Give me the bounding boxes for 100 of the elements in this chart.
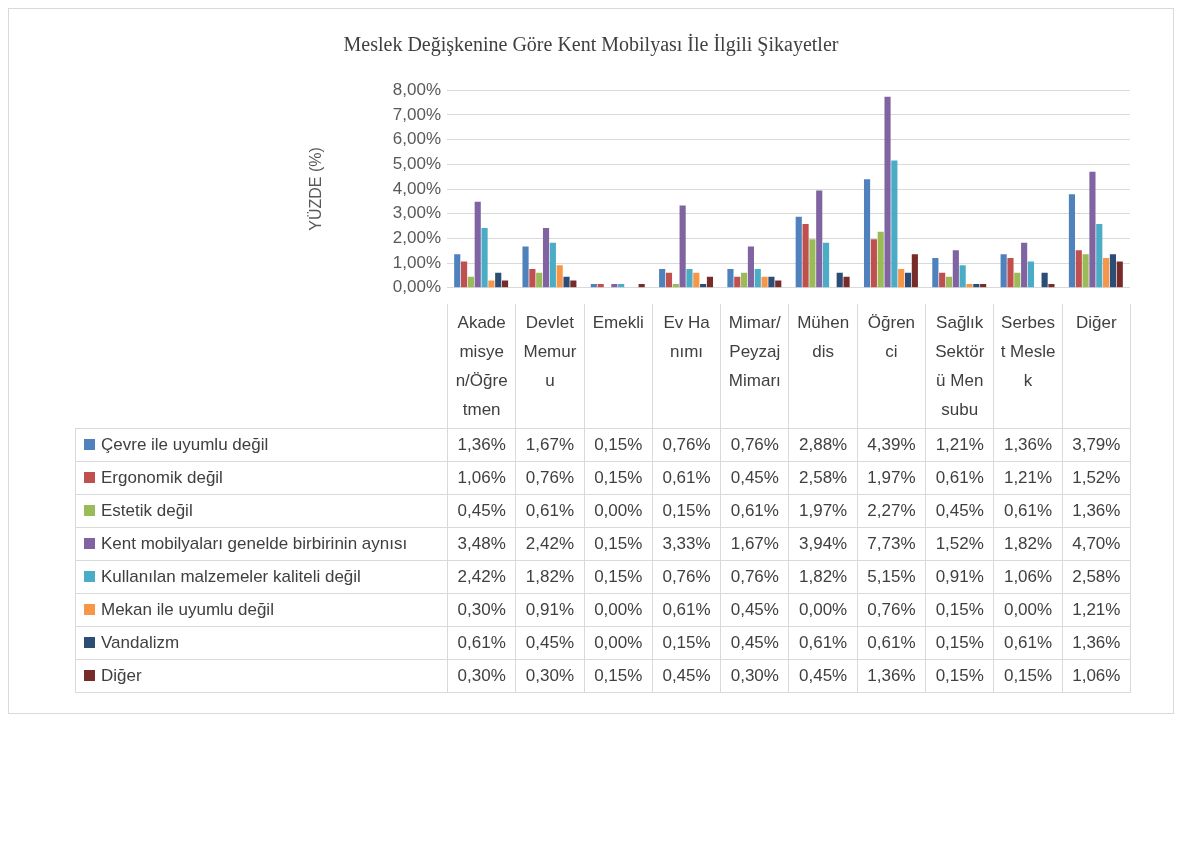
data-label: 0,15%	[584, 527, 653, 561]
y-tick-label: 1,00%	[392, 252, 441, 272]
data-label: 1,52%	[1062, 461, 1131, 495]
data-label: 0,61%	[925, 461, 994, 495]
data-label: 0,15%	[652, 626, 721, 660]
data-label: 1,67%	[515, 428, 585, 462]
bar	[1103, 257, 1110, 288]
bar	[911, 254, 918, 288]
bar	[686, 269, 693, 288]
data-label: 0,61%	[652, 593, 721, 627]
data-label: 0,15%	[925, 593, 994, 627]
bar	[795, 216, 802, 288]
bar	[945, 276, 953, 288]
data-label: 0,61%	[993, 494, 1063, 528]
data-label: 2,58%	[1062, 560, 1131, 594]
data-label: 1,36%	[1062, 494, 1131, 528]
bar	[659, 269, 666, 288]
data-label: 4,39%	[857, 428, 926, 462]
y-tick-label: 7,00%	[392, 104, 441, 124]
bar	[1116, 261, 1123, 288]
data-label: 1,06%	[447, 461, 516, 495]
data-label: 0,61%	[857, 626, 926, 660]
data-label: 0,45%	[652, 659, 721, 693]
data-label: 2,58%	[788, 461, 858, 495]
bar	[700, 284, 707, 288]
y-tick-label: 6,00%	[392, 129, 441, 149]
chart-title: Meslek Değişkenine Göre Kent Mobilyası İle İlgili Şikayetler	[342, 33, 840, 56]
data-label: 0,45%	[720, 461, 789, 495]
data-label: 0,61%	[652, 461, 721, 495]
data-label: 0,30%	[720, 659, 789, 693]
bar	[1007, 257, 1014, 288]
bar	[822, 242, 830, 288]
data-label: 0,45%	[925, 494, 994, 528]
bar	[618, 284, 625, 288]
data-label: 7,73%	[857, 527, 926, 561]
x-tick-label: Akademisyen/Öğretmen	[447, 304, 516, 429]
data-label: 0,00%	[993, 593, 1063, 627]
bar	[536, 272, 543, 288]
data-label: 0,00%	[584, 626, 653, 660]
data-label: 1,82%	[993, 527, 1063, 561]
data-label: 0,45%	[447, 494, 516, 528]
data-label: 0,45%	[720, 626, 789, 660]
legend-label: Çevre ile uyumlu değil	[101, 435, 269, 454]
bar	[754, 269, 761, 288]
data-label: 2,88%	[788, 428, 858, 462]
bar	[966, 284, 973, 288]
legend-label: Kullanılan malzemeler kaliteli değil	[101, 567, 361, 586]
data-label: 0,15%	[925, 659, 994, 693]
data-label: 1,21%	[925, 428, 994, 462]
data-label: 1,52%	[925, 527, 994, 561]
data-label: 0,15%	[584, 560, 653, 594]
bar	[809, 239, 816, 288]
legend-label: Ergonomik değil	[101, 468, 223, 487]
legend-label: Kent mobilyaları genelde birbirinin aynısı	[101, 534, 408, 553]
bar	[1075, 250, 1082, 288]
bar	[679, 205, 686, 288]
bar	[973, 284, 980, 288]
data-label: 0,61%	[993, 626, 1063, 660]
bar	[597, 284, 604, 288]
bar	[638, 284, 645, 288]
bar	[1014, 272, 1021, 288]
bar	[495, 272, 502, 288]
bar	[980, 284, 987, 288]
bar	[1041, 272, 1048, 288]
data-label: 0,15%	[584, 659, 653, 693]
bar	[672, 284, 679, 288]
bar	[549, 242, 556, 288]
bar	[570, 280, 577, 288]
data-label: 0,45%	[720, 593, 789, 627]
x-tick-label: Mühendis	[788, 304, 858, 429]
bar	[891, 160, 898, 288]
data-label: 3,79%	[1062, 428, 1131, 462]
data-label: 0,00%	[584, 494, 653, 528]
data-label: 1,97%	[788, 494, 858, 528]
data-label: 0,45%	[515, 626, 585, 660]
data-label: 0,15%	[925, 626, 994, 660]
bar	[775, 280, 782, 288]
data-label: 1,21%	[1062, 593, 1131, 627]
data-label: 0,30%	[515, 659, 585, 693]
data-label: 1,36%	[993, 428, 1063, 462]
bar	[488, 280, 495, 288]
data-label: 0,00%	[788, 593, 858, 627]
data-label: 2,27%	[857, 494, 926, 528]
y-tick-label: 3,00%	[392, 203, 441, 223]
data-label: 1,97%	[857, 461, 926, 495]
bar	[727, 269, 734, 288]
y-axis-title: YÜZDE (%)	[307, 147, 325, 231]
data-label: 0,61%	[447, 626, 516, 660]
x-tick-label: Mimar/Peyzaj Mimarı	[720, 304, 789, 429]
x-tick-label: Diğer	[1062, 304, 1131, 429]
bar	[563, 276, 570, 288]
y-tick-label: 0,00%	[392, 277, 441, 297]
data-label: 2,42%	[447, 560, 516, 594]
data-label: 0,76%	[515, 461, 585, 495]
data-label: 0,30%	[447, 659, 516, 693]
bar	[474, 201, 481, 288]
data-label: 1,36%	[857, 659, 926, 693]
data-label: 0,76%	[857, 593, 926, 627]
x-tick-label: Devlet Memuru	[515, 304, 585, 429]
bar	[611, 284, 618, 288]
